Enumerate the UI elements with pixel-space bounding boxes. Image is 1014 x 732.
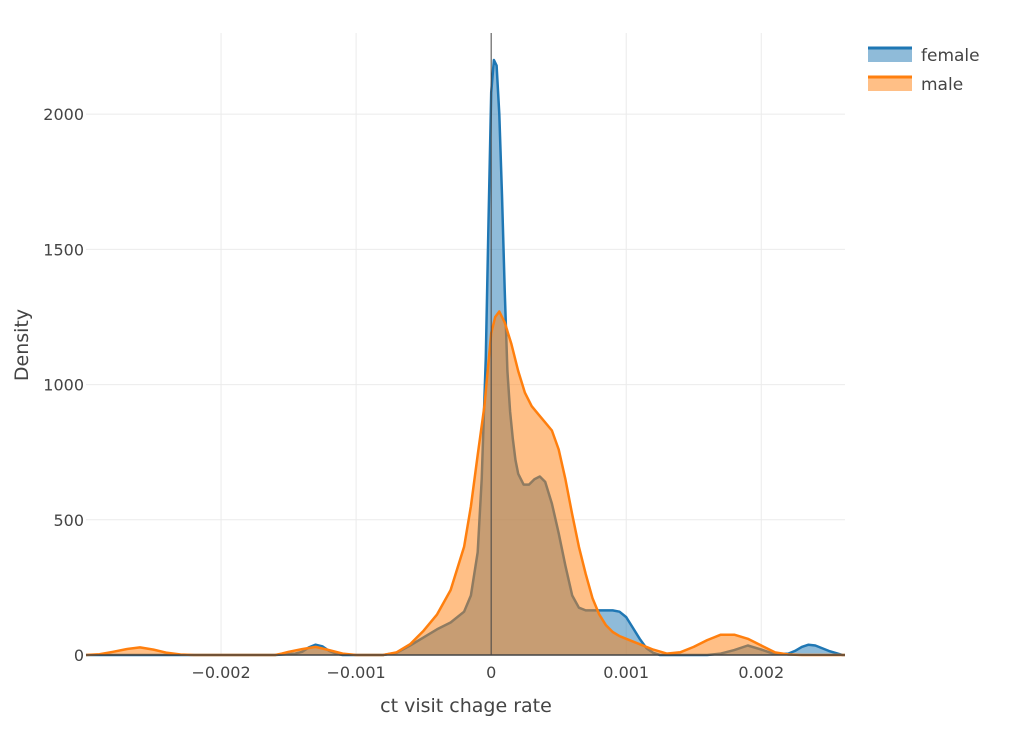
legend-label-female: female bbox=[921, 46, 980, 66]
legend-item-female[interactable]: female bbox=[868, 46, 980, 66]
x-tick-label-0: −0.002 bbox=[191, 663, 250, 682]
legend-swatch-female bbox=[868, 48, 912, 62]
tick-labels: −0.002 −0.001 0 0.001 0.002 0 500 1000 1500 2000 bbox=[43, 105, 784, 682]
series-areas bbox=[85, 58, 845, 657]
legend-item-male[interactable]: male bbox=[868, 75, 963, 95]
grid-lines bbox=[86, 33, 845, 655]
y-tick-label-2: 1000 bbox=[43, 376, 84, 395]
x-axis-title: ct visit chage rate bbox=[380, 695, 552, 717]
legend-swatch-male bbox=[868, 77, 912, 91]
y-tick-label-3: 1500 bbox=[43, 240, 84, 259]
y-tick-label-0: 0 bbox=[74, 646, 84, 665]
x-tick-label-1: −0.001 bbox=[326, 663, 385, 682]
x-tick-label-2: 0 bbox=[486, 663, 496, 682]
y-axis-title: Density bbox=[11, 309, 33, 381]
legend[interactable]: female male bbox=[868, 46, 980, 95]
y-tick-label-1: 500 bbox=[53, 511, 84, 530]
series-area-male bbox=[86, 311, 845, 655]
series-line-male bbox=[85, 310, 845, 657]
x-tick-label-4: 0.002 bbox=[738, 663, 784, 682]
legend-label-male: male bbox=[921, 75, 963, 95]
x-tick-label-3: 0.001 bbox=[603, 663, 649, 682]
zero-line bbox=[86, 33, 845, 656]
y-tick-label-4: 2000 bbox=[43, 105, 84, 124]
